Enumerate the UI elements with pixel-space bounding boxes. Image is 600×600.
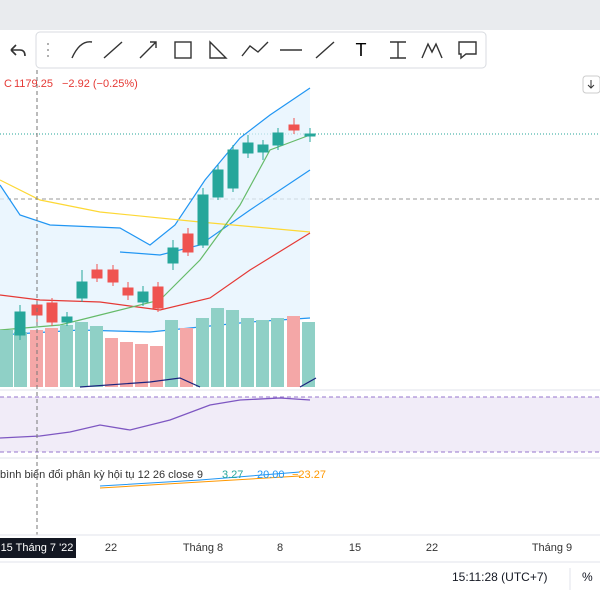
histogram-value: −23.27 [292,469,326,481]
signal-line [99,475,301,489]
drawing-toolbar: T [35,31,487,69]
pattern-tool[interactable] [421,42,443,59]
triangle-tool[interactable] [209,40,228,59]
path-tool[interactable] [241,41,269,57]
time-label: 8 [277,542,283,554]
macd-value: 3.27 [222,469,243,481]
time-label: 22 [426,542,438,554]
macd-line [99,471,301,487]
comment-tool[interactable] [458,41,477,60]
rsi-band [0,397,600,452]
legend-prefix: C [4,78,12,90]
top-bar [0,0,600,30]
scroll-icon [587,80,595,89]
legend-change: −2.92 (−0.25%) [62,78,138,90]
clock: 15:11:28 (UTC+7) [452,570,548,584]
ray-tool[interactable] [315,41,335,59]
volume-ma [79,377,317,388]
time-label: Tháng 9 [532,542,572,554]
rsi-line [0,397,311,439]
time-label: 15 [349,542,361,554]
time-label: Tháng 8 [183,542,223,554]
rectangle-tool[interactable] [174,41,192,59]
ma-yellow [0,179,311,233]
percent-toggle[interactable]: % [582,570,593,584]
brush-tool[interactable] [71,41,93,59]
crosshair-label: 15 Tháng 7 '22 [1,542,74,554]
upper-band [0,87,311,246]
arrow-tool[interactable] [139,41,157,59]
macd-label: bình biến đổi phân kỳ hội tụ 12 26 close… [0,469,203,481]
trend-line-tool[interactable] [103,41,123,59]
time-label: 22 [105,542,117,554]
candles [14,118,316,340]
legend-close: 1179.25 [14,78,53,90]
toolbar-box [35,31,487,69]
crosshair-label-box [0,538,76,558]
text-tool[interactable]: T [356,40,367,60]
signal-value: 20.00 [257,469,285,481]
undo-button[interactable] [10,44,26,57]
ma-red [0,232,311,311]
volume-bars [0,308,315,387]
measure-tool[interactable] [390,41,406,59]
